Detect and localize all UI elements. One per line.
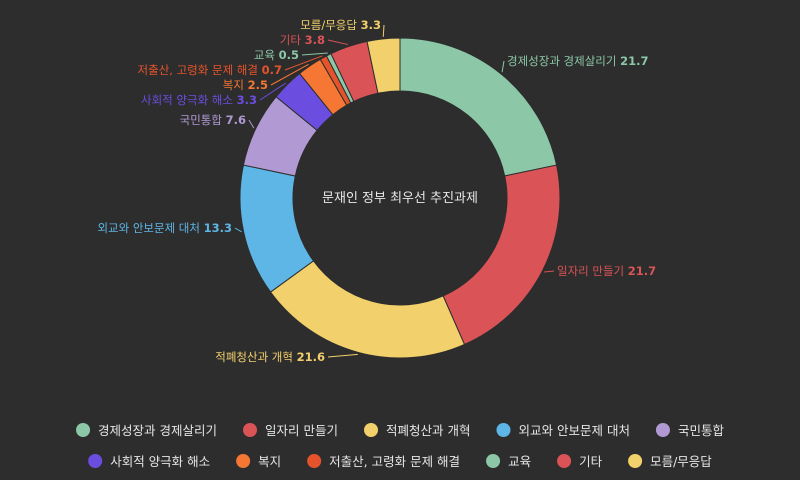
legend-marker — [628, 454, 643, 468]
data-label-일자리-만들기: 일자리 만들기 21.7 — [557, 264, 656, 278]
data-label-교육: 교육 0.5 — [254, 48, 299, 62]
slice-모름-무응답 — [366, 37, 401, 94]
legend-label: 경제성장과 경제살리기 — [98, 423, 217, 438]
data-value-국민통합: 7.6 — [226, 113, 246, 127]
data-value-적폐청산과-개혁: 21.6 — [297, 350, 325, 364]
chart-title: 문재인 정부 최우선 추진과제 — [322, 191, 478, 206]
data-label-사회적-양극화-해소: 사회적 양극화 해소 3.3 — [141, 93, 257, 107]
legend-item-적폐청산과-개혁[interactable]: 적폐청산과 개혁 — [364, 423, 470, 438]
data-value-기타: 3.8 — [305, 33, 325, 47]
legend-label: 적폐청산과 개혁 — [386, 423, 470, 438]
data-value-복지: 2.5 — [248, 78, 268, 92]
data-value-외교와-안보문제-대처: 13.3 — [204, 221, 232, 235]
data-value-저출산-고령화-문제-해결: 0.7 — [262, 63, 282, 77]
legend-marker — [236, 454, 251, 468]
data-label-기타: 기타 3.8 — [280, 33, 325, 47]
leader-line-국민통합 — [248, 119, 255, 129]
legend-marker — [496, 423, 511, 437]
legend-marker — [243, 423, 258, 437]
leader-line-기타 — [327, 39, 349, 46]
data-value-교육: 0.5 — [279, 48, 299, 62]
labels-layer: 경제성장과 경제살리기 21.7 일자리 만들기 21.7 적폐청산과 개혁 21.… — [97, 18, 656, 364]
legend-row: 경제성장과 경제살리기 일자리 만들기 적폐청산과 개혁 외교와 안보문제 대처 국민통… — [76, 423, 724, 438]
legend-item-경제성장과-경제살리기[interactable]: 경제성장과 경제살리기 — [76, 423, 217, 438]
legend-item-복지[interactable]: 복지 — [236, 454, 281, 469]
data-value-모름-무응답: 3.3 — [361, 18, 381, 32]
legend-row: 사회적 양극화 해소 복지 저출산, 고령화 문제 해결 교육 기타 모름/무응답 — [88, 454, 712, 469]
data-value-경제성장과-경제살리기: 21.7 — [620, 54, 648, 68]
legend-item-일자리-만들기[interactable]: 일자리 만들기 — [243, 423, 338, 438]
legend-marker — [307, 454, 322, 468]
legend-label: 일자리 만들기 — [265, 423, 338, 438]
leader-line-외교와-안보문제-대처 — [234, 227, 242, 233]
legend-label: 외교와 안보문제 대처 — [518, 423, 629, 438]
legend-item-국민통합[interactable]: 국민통합 — [655, 423, 725, 438]
data-label-국민통합: 국민통합 7.6 — [180, 113, 246, 127]
data-value-일자리-만들기: 21.7 — [628, 264, 656, 278]
legend-label: 기타 — [579, 454, 603, 469]
legend-marker — [486, 454, 501, 468]
legend-marker — [655, 423, 670, 437]
leader-line-일자리-만들기 — [544, 270, 555, 273]
legend-item-저출산-고령화-문제-해결[interactable]: 저출산, 고령화 문제 해결 — [307, 454, 460, 469]
leader-line-복지 — [270, 63, 309, 86]
leader-line-교육 — [301, 52, 328, 56]
slices-layer — [239, 37, 561, 359]
legend-item-교육[interactable]: 교육 — [486, 454, 531, 469]
data-value-사회적-양극화-해소: 3.3 — [237, 93, 257, 107]
legend-item-모름-무응답[interactable]: 모름/무응답 — [628, 454, 712, 469]
data-label-모름-무응답: 모름/무응답 3.3 — [300, 18, 381, 32]
leader-line-모름-무응답 — [382, 24, 385, 37]
slice-적폐청산과-개혁 — [269, 260, 466, 359]
legend-label: 국민통합 — [678, 423, 725, 438]
legend-label: 교육 — [508, 454, 531, 469]
data-label-경제성장과-경제살리기: 경제성장과 경제살리기 21.7 — [507, 54, 649, 68]
legend-label: 복지 — [258, 454, 281, 469]
leader-line-사회적-양극화-해소 — [259, 82, 287, 101]
leader-line-저출산-고령화-문제-해결 — [284, 55, 323, 71]
legend-marker — [557, 454, 572, 468]
legend-marker — [364, 423, 379, 437]
data-label-외교와-안보문제-대처: 외교와 안보문제 대처 13.3 — [97, 221, 232, 235]
legend-label: 사회적 양극화 해소 — [110, 454, 210, 469]
data-label-복지: 복지 2.5 — [223, 78, 268, 92]
legend-item-외교와-안보문제-대처[interactable]: 외교와 안보문제 대처 — [496, 423, 630, 438]
legend: 경제성장과 경제살리기 일자리 만들기 적폐청산과 개혁 외교와 안보문제 대처 국민통… — [76, 423, 724, 469]
legend-label: 저출산, 고령화 문제 해결 — [329, 454, 460, 469]
data-label-저출산-고령화-문제-해결: 저출산, 고령화 문제 해결 0.7 — [138, 63, 282, 77]
leader-line-경제성장과-경제살리기 — [501, 60, 505, 73]
legend-marker — [88, 454, 103, 468]
legend-marker — [76, 423, 91, 437]
leader-line-적폐청산과-개혁 — [327, 353, 358, 358]
legend-item-기타[interactable]: 기타 — [557, 454, 603, 469]
legend-item-사회적-양극화-해소[interactable]: 사회적 양극화 해소 — [88, 454, 210, 469]
data-label-적폐청산과-개혁: 적폐청산과 개혁 21.6 — [215, 350, 325, 364]
legend-label: 모름/무응답 — [650, 454, 712, 469]
